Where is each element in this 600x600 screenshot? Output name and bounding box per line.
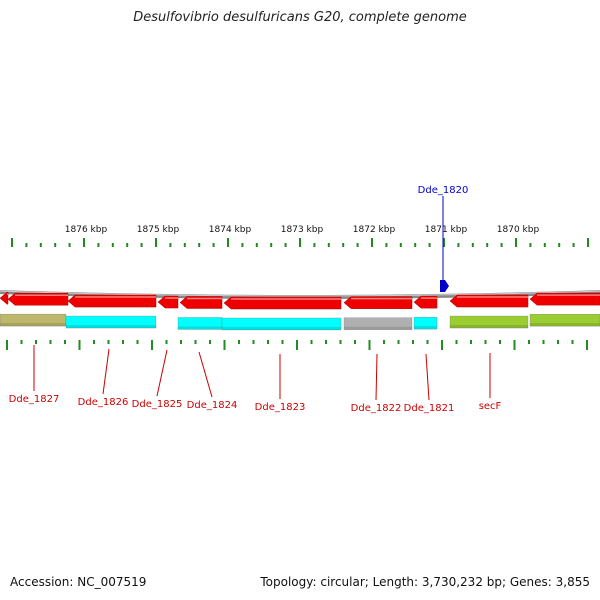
bottom-tick-marks <box>6 340 588 350</box>
gene-feature-block <box>221 317 342 331</box>
cds-arrow <box>343 296 413 309</box>
gene-feature-shadow <box>530 323 600 327</box>
gene-feature-shadow <box>450 325 528 329</box>
gene-label-leader <box>375 353 378 401</box>
axis-tick-label: 1875 kbp <box>137 225 180 235</box>
gene-label: Dde_1824 <box>187 400 238 411</box>
gene-label: Dde_1827 <box>9 394 60 405</box>
gene-label-leader <box>156 349 168 397</box>
highlight-gene-marker <box>440 280 449 292</box>
genome-backbone-highlight <box>0 290 600 297</box>
gene-label: Dde_1826 <box>78 397 129 408</box>
gene-feature-shadow <box>66 325 156 329</box>
accession-label: Accession: NC_007519 <box>10 575 147 589</box>
gene-feature-track <box>0 313 600 331</box>
highlight-gene-label: Dde_1820 <box>418 185 469 196</box>
gene-feature-shadow <box>178 326 222 330</box>
gene-label: Dde_1823 <box>255 402 306 413</box>
gene-feature-shadow <box>414 326 437 330</box>
top-tick-marks <box>11 238 589 247</box>
axis-tick-label: 1874 kbp <box>209 225 252 235</box>
axis-tick-label: 1873 kbp <box>281 225 324 235</box>
gene-label: Dde_1825 <box>132 399 183 410</box>
gene-feature-block <box>529 313 600 327</box>
gene-feature-block <box>449 315 529 329</box>
cds-arrow <box>7 292 69 306</box>
gene-label: secF <box>479 401 502 412</box>
cds-arrow <box>413 295 438 309</box>
gene-label-leader <box>425 353 430 401</box>
gene-label: Dde_1822 <box>351 403 402 414</box>
axis-tick-label: 1870 kbp <box>497 225 540 235</box>
gene-feature-shadow <box>344 326 412 330</box>
cds-arrow <box>223 296 342 310</box>
gene-label: Dde_1821 <box>404 403 455 414</box>
genome-stats-label: Topology: circular; Length: 3,730,232 bp… <box>260 575 590 589</box>
gene-feature-block <box>65 315 157 329</box>
gene-label-leader <box>102 348 110 395</box>
cds-arrow-track <box>0 291 600 310</box>
cds-arrow <box>0 291 9 305</box>
gene-feature-shadow <box>0 323 66 327</box>
gene-label-leader <box>198 351 213 398</box>
axis-tick-label: 1872 kbp <box>353 225 396 235</box>
genome-title: Desulfovibrio desulfuricans G20, complet… <box>133 10 467 25</box>
axis-tick-label: 1876 kbp <box>65 225 108 235</box>
cds-arrow <box>67 294 157 308</box>
cds-arrow <box>157 295 179 309</box>
gene-feature-block <box>413 316 438 330</box>
cds-arrow <box>449 294 529 308</box>
cds-arrow <box>179 296 223 309</box>
axis-tick-label: 1871 kbp <box>425 225 468 235</box>
gene-feature-block <box>343 317 413 330</box>
gene-feature-shadow <box>222 326 341 330</box>
cds-arrow <box>529 292 600 306</box>
